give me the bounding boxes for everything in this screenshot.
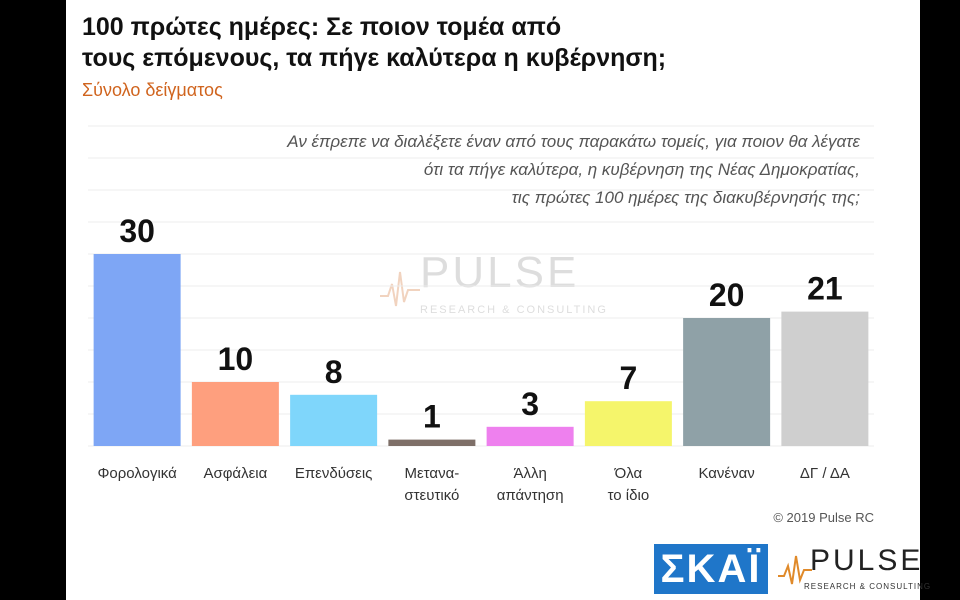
watermark-word: PULSE [420, 248, 580, 297]
bar-value-label: 20 [709, 277, 745, 313]
bar [93, 254, 181, 446]
bar-value-label: 21 [807, 271, 843, 307]
bar [290, 394, 378, 446]
bar [781, 311, 869, 446]
bar [388, 439, 476, 446]
question-line-2: ότι τα πήγε καλύτερα, η κυβέρνηση της Νέ… [423, 160, 860, 179]
survey-question: Αν έπρεπε να διαλέξετε έναν από τους παρ… [166, 128, 860, 212]
category-label: ΔΓ / ΔΑ [799, 465, 850, 482]
pulse-logo-wave-icon [778, 555, 812, 585]
bar-value-label: 3 [521, 386, 539, 422]
category-label: Κανέναν [698, 465, 755, 482]
chart-bars [93, 254, 869, 446]
category-label: Φορολογικά [97, 465, 177, 482]
chart-title: 100 πρώτες ημέρες: Σε ποιον τομέα από το… [82, 12, 842, 74]
pulse-logo-word: PULSE [810, 544, 924, 577]
bar [191, 382, 279, 446]
bar [683, 318, 771, 446]
chart-card: 100 πρώτες ημέρες: Σε ποιον τομέα από το… [66, 0, 930, 600]
pulse-wave-icon [380, 271, 420, 307]
bar-value-label: 1 [423, 399, 441, 435]
title-line-1: 100 πρώτες ημέρες: Σε ποιον τομέα από [82, 13, 562, 41]
category-label: Άλλη απάντηση [496, 465, 564, 504]
category-label: Ασφάλεια [203, 465, 268, 482]
skai-logo: ΣΚΑΪ [654, 544, 768, 594]
bar-value-label: 7 [619, 360, 637, 396]
bar-chart: 30 10 8 1 3 7 20 21 [88, 125, 874, 447]
category-label: Όλα το ίδιο [607, 465, 650, 504]
watermark-tagline: RESEARCH & CONSULTING [420, 304, 608, 316]
bar [486, 426, 574, 446]
question-line-3: τις πρώτες 100 ημέρες της διακυβέρνησής … [511, 188, 860, 207]
bar-value-label: 10 [218, 341, 254, 377]
category-label: Μετανα- στευτικό [404, 465, 460, 504]
pulse-logo-tagline: RESEARCH & CONSULTING [804, 582, 932, 591]
pulse-watermark: PULSE RESEARCH & CONSULTING [380, 248, 610, 328]
chart-value-labels: 30 10 8 1 3 7 20 21 [119, 213, 842, 435]
title-line-2: τους επόμενους, τα πήγε καλύτερα η κυβέρ… [82, 44, 667, 72]
bar-value-label: 8 [325, 354, 343, 390]
copyright-note: © 2019 Pulse RC [773, 510, 874, 525]
question-line-1: Αν έπρεπε να διαλέξετε έναν από τους παρ… [287, 132, 860, 151]
bar [584, 401, 672, 446]
bar-value-label: 30 [119, 213, 155, 249]
pulse-logo: PULSE RESEARCH & CONSULTING [778, 544, 930, 596]
category-label: Επενδύσεις [294, 465, 373, 482]
chart-subtitle: Σύνολο δείγματος [82, 80, 223, 100]
